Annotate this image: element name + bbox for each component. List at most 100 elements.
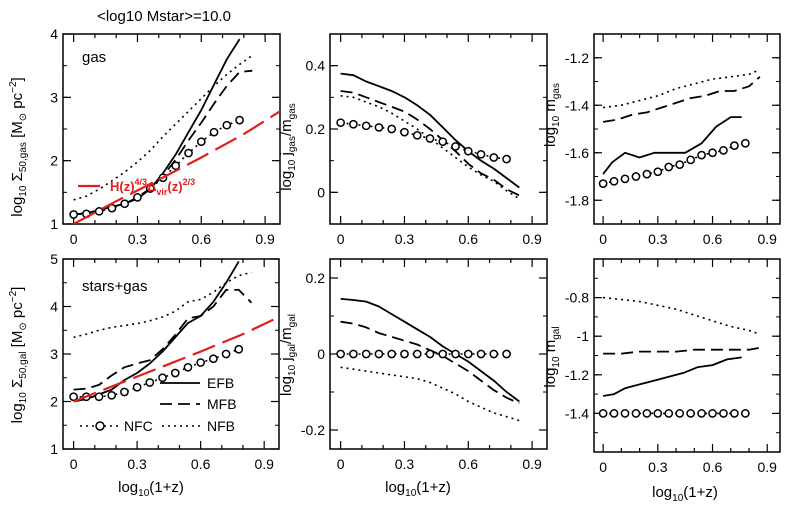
data-point-nfc [107,390,117,400]
x-tick-label: 0.6 [459,231,479,247]
x-tick-label: 0.3 [395,456,415,472]
data-point-nfc [209,354,218,364]
data-point-nfc [158,373,167,383]
x-tick-label: 0 [599,231,607,247]
plot-area: 0 0.3 0.6 0.9 -0.2 0 0.2 [301,258,548,472]
y-tick-label: -1.8 [565,192,589,208]
data-point-nfc [741,138,750,148]
data-point-nfc [675,409,685,418]
series-group [598,296,761,418]
data-point-nfc [489,153,499,162]
series-group [336,298,520,422]
y-tick-label: 3 [50,346,58,362]
data-point-nfc [697,409,706,418]
y-tick-label: -1.4 [565,405,589,421]
x-tick-label: 0.3 [395,231,415,247]
x-tick-label: 0 [599,459,607,475]
series-group [69,38,280,224]
data-point-nfc [170,368,180,378]
data-point-nfc [609,176,619,186]
y-tick-label: 3 [50,89,58,105]
panel-gas-mass-fraction: 0 0.3 0.6 0.9 -1.8 -1.6 -1.4 -1.2 log10 mgas [542,33,781,247]
y-tick-label: 4 [50,26,58,42]
data-point-nfc [642,409,652,418]
series-group [69,260,279,403]
data-point-nfc [221,349,231,359]
inset-label: gas [82,49,106,66]
x-tick-label: 0.6 [191,456,211,472]
y-tick-label: -1.2 [565,367,589,383]
data-point-nfc [336,349,345,359]
y-tick-label: 4 [50,299,58,315]
data-point-nfc [653,167,663,177]
y-axis-label: log10 Σ50,gal [M⊙ pc−2] [8,287,29,424]
plot-frame [329,33,548,225]
data-point-nfc [94,392,104,402]
series-line-nfb [73,271,252,339]
plot-area: 0 0.3 0.6 0.9 0 0.2 0.4 [306,33,548,247]
legend-label-mfb: MFB [207,396,237,412]
x-tick-label: 0.6 [192,231,212,247]
series-line-nfb [602,68,761,109]
data-point-nfc [133,193,142,202]
series-line-model [73,110,280,224]
series-line-mfb [340,90,520,197]
y-tick-label: -1.2 [565,50,589,66]
y-tick-label: 5 [50,251,58,267]
legend: EFB MFB NFC NFB [80,375,237,434]
y-tick-label: 0.4 [306,58,326,74]
x-tick-label: 0.3 [648,459,668,475]
y-tick-label: 0 [317,346,325,362]
series-line-mfb [602,76,761,123]
data-point-nfc [349,119,358,129]
data-point-nfc [94,206,104,216]
data-point-nfc [620,174,630,184]
series-line-nfb [340,366,520,422]
data-point-nfc [171,161,181,171]
y-tick-label: -1.6 [565,145,589,161]
data-point-nfc [719,409,728,418]
series-line-efb [602,356,742,397]
x-tick-label: 0.9 [758,459,778,475]
series-group [336,72,520,200]
data-point-nfc [598,179,608,188]
data-point-nfc [235,115,244,125]
y-tick-label: 0.2 [306,121,326,137]
data-point-nfc [631,172,641,181]
data-point-nfc [730,141,739,150]
series-line-efb [340,72,520,189]
panel-galaxy-specific-angular-momentum: 0 0.3 0.6 0.9 -0.2 0 0.2 log10 jgal/mgal log10… [278,258,548,499]
legend-label-model: H(z)4/3Δvir(z)2/3 [110,177,195,197]
data-point-nfc [451,349,460,359]
y-tick-label: -1.4 [565,97,589,113]
data-point-nfc [132,382,142,392]
series-line-mfb [603,346,761,355]
y-tick-label: -0.8 [565,290,589,306]
data-point-nfc [184,148,193,158]
data-point-nfc [69,210,78,219]
x-tick-label: 0 [70,456,78,472]
y-tick-label: 2 [50,394,58,410]
data-point-nfc [145,378,155,387]
plot-frame [593,33,781,225]
data-point-nfc [730,409,739,418]
data-point-nfc [708,409,717,418]
y-tick-label: 0 [317,184,325,200]
data-point-nfc [234,344,244,354]
y-axis-label: log10 Σ50,gas [M⊙ pc−2] [8,77,29,216]
x-tick-label: 0 [337,456,345,472]
y-tick-label: -1 [577,328,590,344]
data-point-nfc [349,349,358,359]
data-point-nfc [697,150,706,160]
panel-gas-surface-density: 0 0.3 0.6 0.9 1 2 3 4 gas H(z)4/3Δvir(z)2/3 log… [8,26,281,247]
x-tick-label: 0 [337,231,345,247]
plot-area: 0 0.3 0.6 0.9 1 2 3 4 5 [50,251,280,472]
inset-label: stars+gas [82,278,147,295]
x-axis-label: log10(1+z) [118,479,184,499]
series-line-efb [340,298,520,403]
series-line-nfc [73,119,240,216]
series-line-efb [602,116,742,175]
data-point-nfc [425,349,435,359]
x-tick-label: 0.3 [127,456,147,472]
plot-frame [593,258,781,453]
